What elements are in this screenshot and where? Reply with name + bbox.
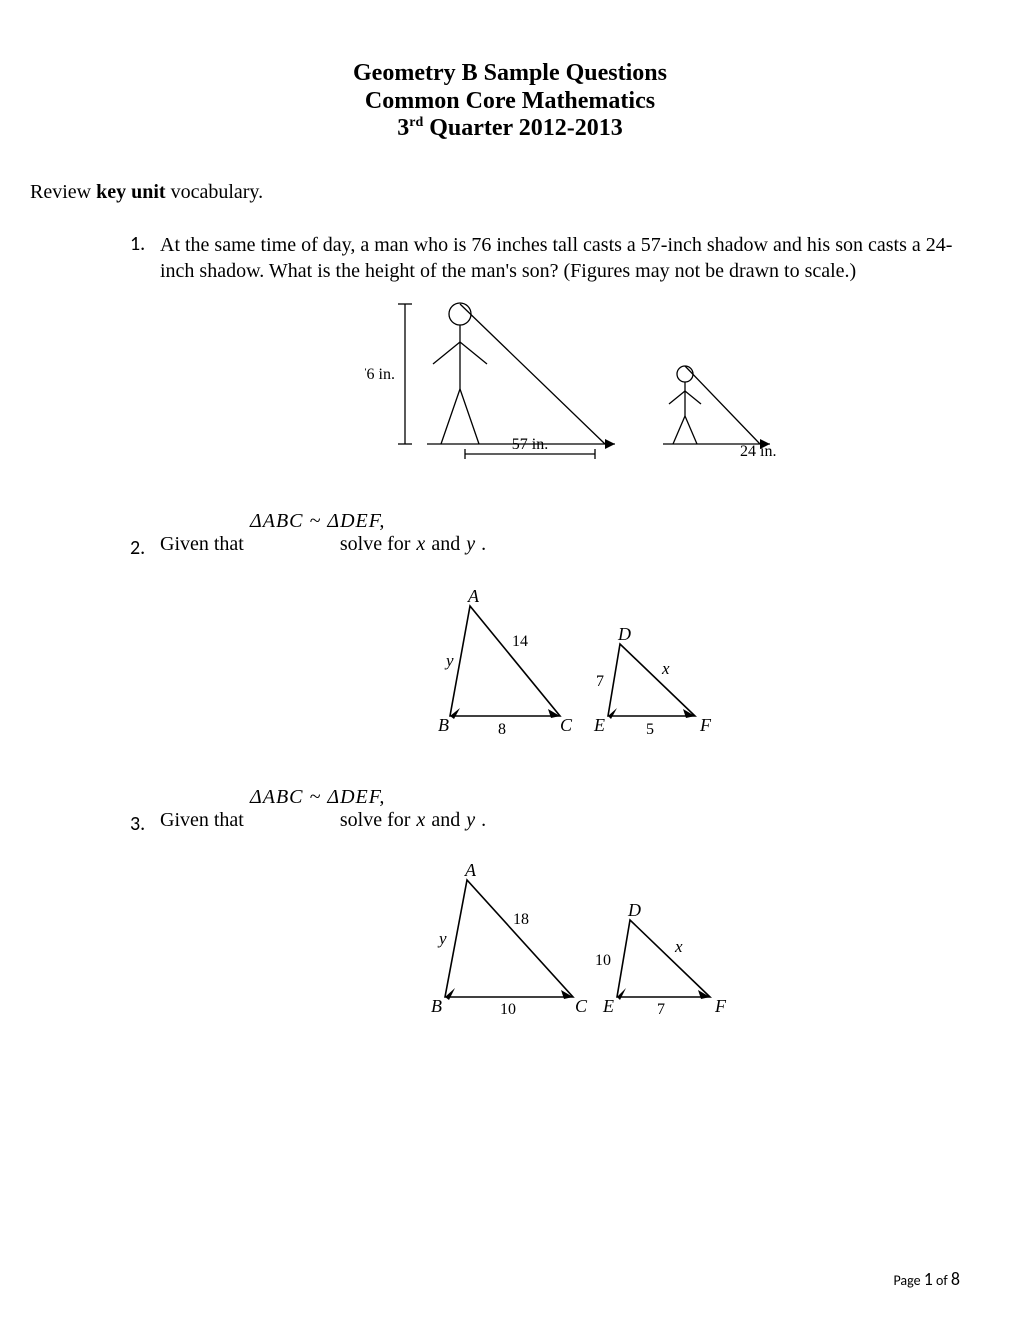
- q3-and: and: [431, 809, 460, 832]
- review-line: Review key unit vocabulary.: [30, 181, 990, 204]
- q2-given-suffix-a: solve for: [340, 533, 411, 556]
- q3-y: y: [466, 809, 475, 832]
- q2-y: y: [466, 533, 475, 556]
- title-line2: Common Core Mathematics: [30, 88, 990, 116]
- footer-page: 1: [924, 1268, 933, 1290]
- q2-given-prefix: Given that: [160, 533, 334, 556]
- q2-7: 7: [596, 673, 604, 690]
- title-block: Geometry B Sample Questions Common Core …: [30, 60, 990, 143]
- review-bold: key unit: [96, 181, 165, 203]
- q2-figure: A B C y 14 8 D E F 7 x 5: [410, 586, 740, 746]
- footer-prefix: Page: [894, 1272, 924, 1289]
- footer-mid: of: [933, 1272, 951, 1289]
- q2-period: .: [481, 533, 486, 556]
- q3-F: F: [714, 996, 727, 1016]
- page-root: Geometry B Sample Questions Common Core …: [0, 0, 1020, 1320]
- q3-period: .: [481, 809, 486, 832]
- q2-8: 8: [498, 721, 506, 738]
- question-3: 3. ΔABC ~ ΔDEF, Given that solve for x a…: [160, 786, 990, 1027]
- title-line3-rest: Quarter 2012-2013: [423, 115, 623, 141]
- footer-total: 8: [951, 1268, 960, 1290]
- q3-figure: A B C y 18 10 D E F 10 x 7: [405, 862, 745, 1027]
- q3-18: 18: [513, 911, 529, 928]
- question-1: 1. At the same time of day, a man who is…: [160, 232, 990, 474]
- q1-prompt: At the same time of day, a man who is 76…: [160, 232, 990, 284]
- q1-prompt-a: At the same time of day, a man who is 76…: [160, 234, 952, 256]
- q2-14: 14: [512, 633, 528, 650]
- q3-B: B: [431, 996, 442, 1016]
- q2-prompt: ΔABC ~ ΔDEF, Given that solve for x and …: [160, 510, 990, 556]
- page-footer: Page 1 of 8: [894, 1268, 961, 1290]
- q3-given-exp: ΔABC ~ ΔDEF,: [250, 786, 385, 808]
- title-line3-prefix: 3: [397, 115, 409, 141]
- q3-given-prefix: Given that: [160, 809, 334, 832]
- q1-number: 1.: [130, 232, 145, 256]
- q2-x: x: [416, 533, 425, 556]
- q2-D: D: [617, 624, 631, 644]
- title-line3-sup: rd: [409, 115, 423, 130]
- q3-x-label: x: [674, 937, 683, 956]
- q2-number: 2.: [130, 536, 145, 560]
- q2-F: F: [699, 715, 712, 735]
- q1-figure: 76 in. 57 in.: [365, 294, 785, 474]
- q3-prompt: ΔABC ~ ΔDEF, Given that solve for x and …: [160, 786, 990, 832]
- question-2: 2. ΔABC ~ ΔDEF, Given that solve for x a…: [160, 510, 990, 746]
- q2-given-exp: ΔABC ~ ΔDEF,: [250, 510, 385, 532]
- q3-given-suffix-a: solve for: [340, 809, 411, 832]
- q2-B: B: [438, 715, 449, 735]
- q1-man-height: 76 in.: [365, 366, 395, 383]
- title-line1: Geometry B Sample Questions: [30, 60, 990, 88]
- q3-D: D: [627, 900, 641, 920]
- q3-C: C: [575, 996, 588, 1016]
- q2-E: E: [593, 715, 605, 735]
- q2-x-label: x: [661, 659, 670, 678]
- q2-and: and: [431, 533, 460, 556]
- review-suffix: vocabulary.: [166, 181, 264, 203]
- q2-C: C: [560, 715, 573, 735]
- q2-5: 5: [646, 721, 654, 738]
- question-list: 1. At the same time of day, a man who is…: [30, 232, 990, 1027]
- q3-10a: 10: [500, 1001, 516, 1018]
- review-prefix: Review: [30, 181, 96, 203]
- q1-prompt-b: inch shadow. What is the height of the m…: [160, 260, 856, 282]
- q1-man-shadow: 57 in.: [512, 436, 548, 453]
- q3-10b: 10: [595, 952, 611, 969]
- q3-A: A: [464, 862, 477, 880]
- q3-y-label: y: [437, 929, 447, 948]
- q3-x: x: [416, 809, 425, 832]
- q2-y-label: y: [444, 651, 454, 670]
- q1-son-shadow: 24 in.: [740, 443, 776, 460]
- title-line3: 3rd Quarter 2012-2013: [30, 115, 990, 143]
- q3-number: 3.: [130, 812, 145, 836]
- q3-E: E: [602, 996, 614, 1016]
- q2-A: A: [467, 586, 480, 606]
- q3-7: 7: [657, 1001, 665, 1018]
